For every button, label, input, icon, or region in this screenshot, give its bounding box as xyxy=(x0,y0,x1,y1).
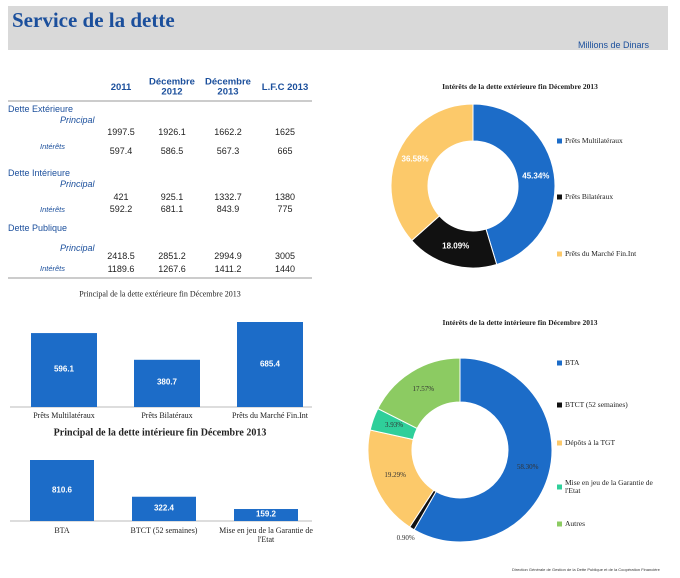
bar xyxy=(31,333,97,407)
data-label: 19.29% xyxy=(384,471,406,480)
row-label: Intérêts xyxy=(40,141,66,151)
legend-entry: Dépôts à la TGT xyxy=(565,437,616,447)
cell: 1440 xyxy=(274,264,296,275)
legend-entry: BTA xyxy=(565,357,580,367)
header-bar xyxy=(8,6,668,50)
chart-title: Intérêts de la dette extérieure fin Déce… xyxy=(442,81,598,91)
legend-marker xyxy=(557,194,562,200)
data-label: 159.2 xyxy=(255,509,277,519)
bar xyxy=(134,359,200,407)
x-tick-label: BTA xyxy=(54,526,70,535)
x-tick-label: Mise en jeu de la Garantie de l'Etat xyxy=(219,526,313,544)
cell: 567.3 xyxy=(216,146,240,157)
unit-label: Millions de Dinars xyxy=(578,40,650,50)
bar xyxy=(237,322,303,407)
cell: 1625 xyxy=(274,127,296,138)
cell: 843.9 xyxy=(216,204,240,215)
footer: Direction Générale de Gestion de la Dett… xyxy=(512,567,660,572)
data-label: 810.6 xyxy=(51,485,73,495)
x-tick-label: BTCT (52 semaines) xyxy=(130,526,198,535)
legend-entry: Mise en jeu de la Garantie de l'Etat xyxy=(565,477,653,495)
row-label: Principal xyxy=(60,179,95,190)
cell: 1662.2 xyxy=(214,127,242,138)
cell: 586.5 xyxy=(160,146,184,157)
data-label: 36.58% xyxy=(401,154,429,164)
legend-marker xyxy=(557,138,562,144)
bar xyxy=(234,509,298,521)
data-label: 58.30% xyxy=(516,463,539,472)
chart-title: Principal de la dette extérieure fin Déc… xyxy=(79,289,241,299)
data-label: 3.93% xyxy=(385,421,404,430)
cell: 1332.7 xyxy=(214,192,242,203)
page-title: Service de la dette xyxy=(12,8,175,32)
cell: 925.1 xyxy=(160,192,184,203)
legend-entry: Autres xyxy=(565,518,585,528)
column-header: L.F.C 2013 xyxy=(261,81,309,93)
chart-title: Principal de la dette intérieure fin Déc… xyxy=(53,427,267,439)
data-label: 380.7 xyxy=(156,377,178,387)
donut-slice xyxy=(390,103,474,242)
data-label: 322.4 xyxy=(153,503,175,513)
section-label: Dette Extérieure xyxy=(8,104,74,115)
legend-entry: Prêts Multilatéraux xyxy=(565,135,623,145)
cell: 2418.5 xyxy=(107,251,135,262)
row-label: Principal xyxy=(60,243,95,254)
row-label: Principal xyxy=(60,115,95,126)
chart-title: Intérêts de la dette intérieure fin Déce… xyxy=(442,317,598,327)
cell: 1267.6 xyxy=(158,264,186,275)
cell: 681.1 xyxy=(160,204,184,215)
cell: 1411.2 xyxy=(214,264,242,275)
section-label: Dette Publique xyxy=(8,223,68,234)
x-tick-label: Prêts du Marché Fin.Int xyxy=(232,411,308,420)
legend-marker xyxy=(557,521,562,527)
column-header: Décembre 2012 xyxy=(149,76,195,98)
data-label: 45.34% xyxy=(522,171,550,181)
data-label: 685.4 xyxy=(259,359,281,369)
legend-marker xyxy=(557,402,562,408)
legend-marker xyxy=(557,360,562,366)
cell: 1997.5 xyxy=(107,127,135,138)
cell: 592.2 xyxy=(109,204,133,215)
x-tick-label: Prêts Multilatéraux xyxy=(33,411,95,420)
legend-entry: Prêts du Marché Fin.Int xyxy=(565,248,637,258)
cell: 775 xyxy=(277,204,293,215)
cell: 597.4 xyxy=(109,146,133,157)
donut-slice xyxy=(377,357,461,430)
donut-slice xyxy=(472,103,556,266)
legend-entry: Prêts Bilatéraux xyxy=(565,191,614,201)
column-header: Décembre 2013 xyxy=(205,76,251,98)
data-label: 596.1 xyxy=(53,364,75,374)
row-label: Intérêts xyxy=(40,263,66,273)
data-label: 17.57% xyxy=(412,385,435,394)
x-tick-label: Prêts Bilatéraux xyxy=(141,411,193,420)
legend-marker xyxy=(557,484,562,490)
row-label: Intérêts xyxy=(40,204,66,214)
bar xyxy=(132,496,196,521)
data-label: 0.90% xyxy=(396,533,415,542)
donut-slice xyxy=(413,357,553,543)
cell: 2994.9 xyxy=(214,251,242,262)
cell: 3005 xyxy=(274,251,296,262)
column-header: 2011 xyxy=(110,81,132,93)
bar xyxy=(30,460,94,521)
legend-entry: BTCT (52 semaines) xyxy=(565,399,628,409)
data-label: 18.09% xyxy=(442,241,470,251)
section-label: Dette Intérieure xyxy=(8,168,71,179)
cell: 1189.6 xyxy=(107,264,135,275)
cell: 1926.1 xyxy=(158,127,186,138)
cell: 1380 xyxy=(274,192,296,203)
cell: 665 xyxy=(277,146,293,157)
legend-marker xyxy=(557,440,562,446)
cell: 2851.2 xyxy=(158,251,186,262)
legend-marker xyxy=(557,251,562,257)
cell: 421 xyxy=(113,192,129,203)
